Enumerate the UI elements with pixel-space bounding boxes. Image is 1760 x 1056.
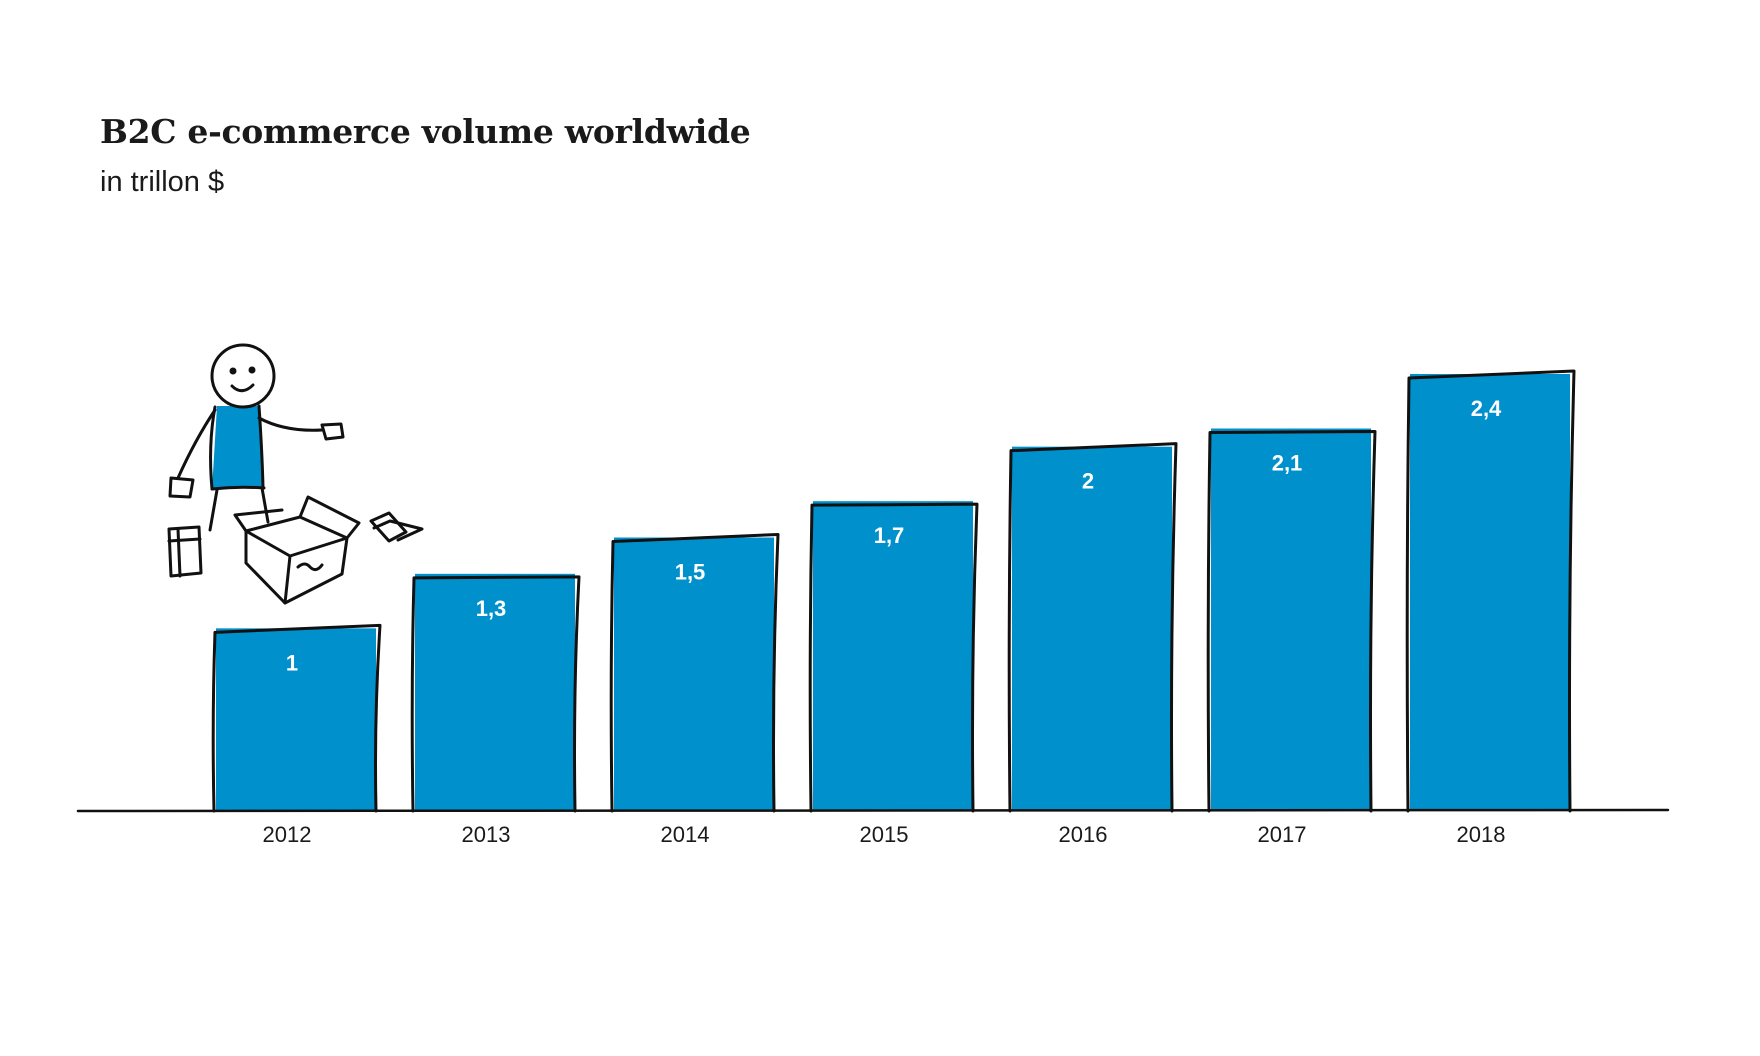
value-labels-layer: 1 1,3 1,5 1,7 2 2,1 2,4 (286, 396, 1502, 675)
bar-value-label: 1,3 (476, 596, 507, 621)
bar-outline-2014 (609, 533, 780, 813)
x-tick-label: 2012 (263, 822, 312, 847)
bar-2016 (1012, 446, 1172, 810)
bars-layer (211, 369, 1576, 813)
x-tick-label: 2014 (661, 822, 710, 847)
bar-outline-2013 (410, 575, 581, 813)
bar-value-label: 2,4 (1471, 396, 1502, 421)
bar-value-label: 2,1 (1272, 451, 1303, 476)
bar-outline-2016 (1007, 442, 1178, 813)
x-tick-label: 2015 (860, 822, 909, 847)
bar-outline-2017 (1206, 430, 1377, 813)
stick-figure-unpacking-box-icon (167, 343, 424, 605)
bar-2014 (614, 537, 774, 810)
bar-outline-2015 (808, 502, 979, 813)
x-tick-label: 2018 (1457, 822, 1506, 847)
bar-outline-2012 (211, 623, 382, 813)
bar-value-label: 2 (1082, 469, 1094, 494)
chart-subtitle: in trillon $ (100, 166, 225, 198)
bar-2013 (415, 573, 575, 810)
bar-2012 (216, 628, 376, 810)
bar-outline-2018 (1405, 369, 1576, 813)
x-tick-label: 2017 (1258, 822, 1307, 847)
x-tick-label: 2016 (1059, 822, 1108, 847)
bar-2017 (1211, 428, 1371, 810)
x-axis-baseline (76, 808, 1670, 813)
bar-2015 (813, 501, 973, 810)
bar-value-label: 1,7 (874, 523, 905, 548)
x-tick-labels-layer: 2012 2013 2014 2015 2016 2017 2018 (263, 822, 1506, 847)
x-tick-label: 2013 (462, 822, 511, 847)
bar-value-label: 1 (286, 650, 298, 675)
bar-value-label: 1,5 (675, 560, 706, 585)
chart-title: B2C e-commerce volume worldwide (100, 112, 751, 151)
bar-2018 (1410, 374, 1570, 810)
